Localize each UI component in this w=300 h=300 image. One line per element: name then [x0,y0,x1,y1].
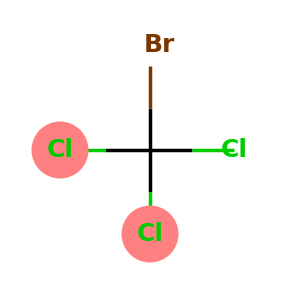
Circle shape [32,122,88,178]
Text: Br: Br [143,33,175,57]
Text: Cl: Cl [136,222,164,246]
Text: Cl: Cl [46,138,74,162]
Circle shape [122,206,178,262]
Text: Cl: Cl [220,138,248,162]
